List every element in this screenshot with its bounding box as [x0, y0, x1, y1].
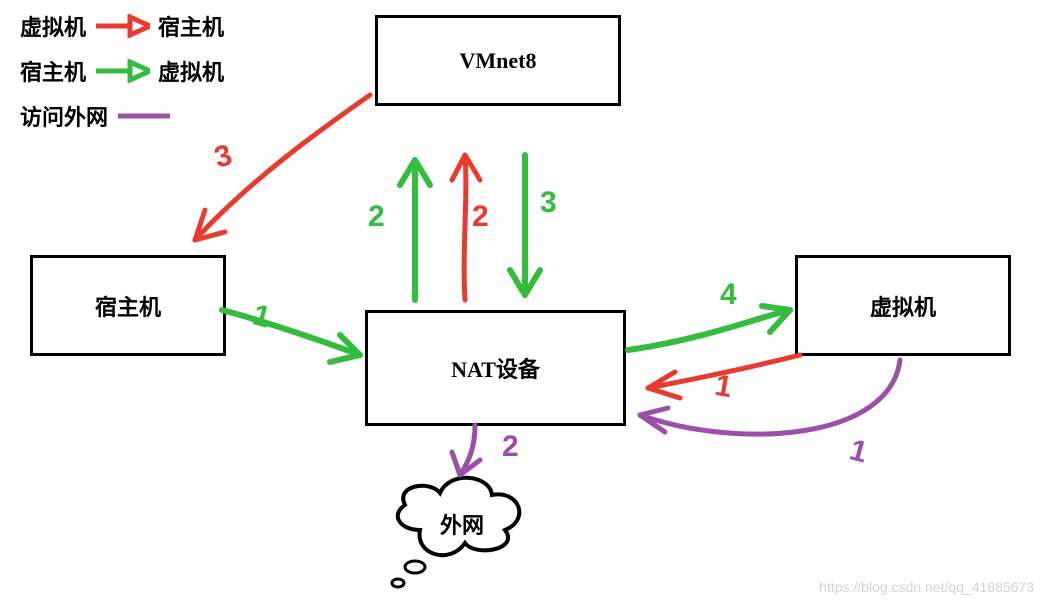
- legend-row-1: 虚拟机 宿主机: [20, 10, 224, 42]
- step-red-2: 2: [472, 200, 489, 234]
- arrow-purple-vm-to-nat: [640, 360, 900, 434]
- legend-row3-left: 访问外网: [20, 100, 108, 132]
- node-vm-label: 虚拟机: [870, 290, 936, 322]
- arrow-green-nat-to-vm: [628, 306, 790, 350]
- step-green-3: 3: [540, 186, 557, 220]
- watermark: https://blog.csdn.net/qq_41885673: [819, 579, 1034, 595]
- legend-arrow-red: [92, 14, 152, 38]
- legend-row1-right: 宿主机: [158, 10, 224, 42]
- node-vmnet8: VMnet8: [375, 15, 621, 106]
- step-purple-2: 2: [502, 430, 519, 464]
- legend-row-3: 访问外网: [20, 100, 180, 132]
- node-vm: 虚拟机: [795, 255, 1011, 356]
- legend-row-2: 宿主机 虚拟机: [20, 55, 224, 87]
- step-green-2: 2: [368, 200, 385, 234]
- node-host-label: 宿主机: [95, 290, 161, 322]
- legend-row2-right: 虚拟机: [158, 55, 224, 87]
- step-purple-1: 1: [846, 433, 871, 470]
- node-wan-label: 外网: [440, 508, 484, 540]
- step-green-1: 1: [249, 298, 274, 335]
- step-red-3: 3: [211, 138, 236, 175]
- legend-row2-left: 宿主机: [20, 55, 86, 87]
- node-host: 宿主机: [30, 255, 226, 356]
- step-green-4: 4: [720, 278, 737, 312]
- legend-arrow-green: [92, 59, 152, 83]
- node-nat-label: NAT设备: [451, 352, 540, 384]
- arrow-green-nat-to-vmnet8: [400, 160, 430, 300]
- legend-row1-left: 虚拟机: [20, 10, 86, 42]
- legend-line-purple: [114, 111, 174, 121]
- node-nat: NAT设备: [365, 310, 626, 426]
- arrow-green-vmnet8-to-nat: [510, 155, 540, 295]
- arrow-purple-nat-to-wan: [452, 425, 480, 475]
- arrow-green-host-to-nat: [222, 310, 360, 362]
- node-vmnet8-label: VMnet8: [460, 48, 537, 74]
- step-red-1: 1: [712, 369, 734, 405]
